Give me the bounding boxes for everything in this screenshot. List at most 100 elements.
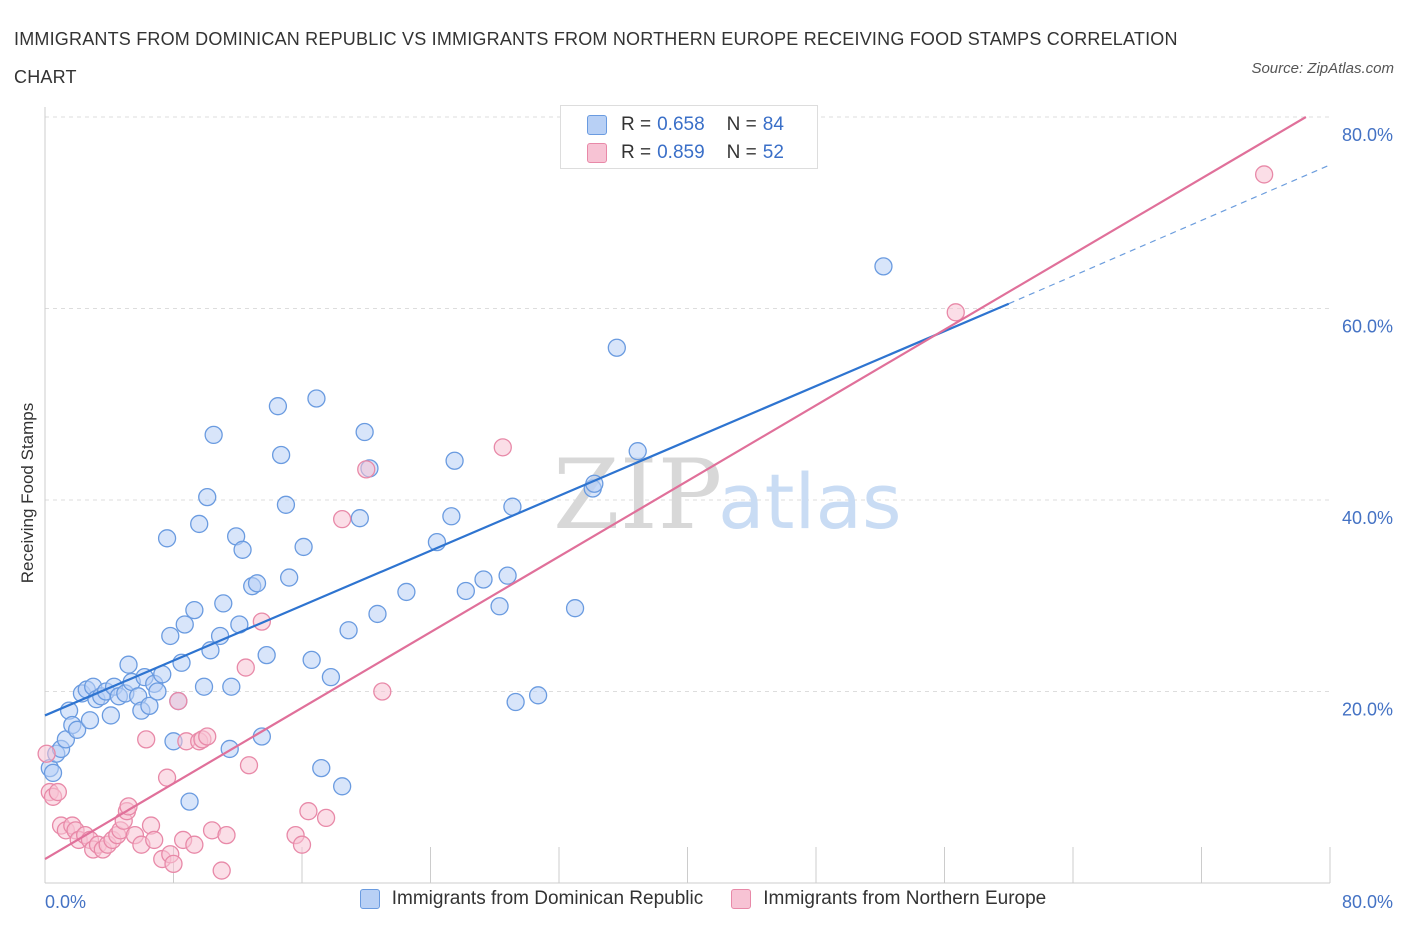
pts-blue-point-67: [397, 582, 416, 602]
legend-r-value: 0.859: [657, 142, 705, 163]
pts-blue-point-10: [80, 711, 100, 730]
pts-blue-point-71: [456, 581, 475, 601]
pts-blue-point-70: [445, 451, 464, 470]
series-legend: Immigrants from Dominican Republic Immig…: [0, 888, 1406, 910]
pts-blue-point-28: [157, 529, 177, 548]
pts-pink-point-48: [357, 460, 376, 479]
pts-pink-point-0: [37, 744, 56, 763]
y-tick-label-3: 80.0%: [1342, 125, 1393, 145]
y-tick-label-1: 40.0%: [1342, 508, 1393, 528]
grid-lines: [45, 116, 1330, 692]
x-tick-label-min: 0.0%: [45, 892, 86, 912]
pts-pink-point-33: [185, 835, 204, 854]
pts-blue-point-76: [506, 692, 525, 712]
legend-n-label: N =: [726, 142, 757, 163]
pts-blue-point-83: [874, 257, 893, 276]
pts-blue-point-52: [268, 397, 288, 416]
pts-blue-point-56: [294, 537, 313, 557]
pts-pink-point-39: [217, 825, 236, 845]
pts-blue-point-19: [119, 655, 138, 674]
legend-n-value: 84: [762, 114, 784, 135]
regression-line-dominican: [44, 302, 1010, 717]
pts-blue-point-7: [67, 720, 87, 739]
legend-row-dominican: R = 0.658 N = 84: [587, 114, 784, 136]
pts-pink-point-25: [145, 830, 164, 850]
legend-swatch-pink: [587, 143, 607, 163]
pts-blue-point-61: [333, 777, 352, 796]
pts-blue-point-47: [233, 540, 252, 559]
pts-pink-point-29: [164, 854, 183, 873]
legend-item-dominican: Immigrants from Dominican Republic: [359, 888, 704, 910]
pts-pink-point-40: [236, 658, 255, 677]
legend-item-northern-europe: Immigrants from Northern Europe: [731, 888, 1046, 910]
pts-pink-point-36: [198, 727, 217, 746]
watermark: ZIP atlas: [553, 439, 902, 551]
legend-n-value: 52: [762, 142, 784, 163]
pts-pink-point-49: [373, 682, 392, 701]
legend-r-value: 0.658: [657, 114, 705, 135]
pts-blue-point-78: [565, 599, 585, 618]
y-tick-label-2: 60.0%: [1342, 317, 1393, 337]
pts-blue-point-60: [321, 667, 341, 687]
pts-blue-point-72: [474, 570, 493, 589]
regression-line-northern-europe: [44, 116, 1307, 861]
regression-lines: [44, 116, 1331, 861]
legend-n-label: N =: [726, 114, 757, 135]
pts-blue-point-63: [350, 509, 369, 528]
tick-labels: 20.0% 40.0% 60.0% 80.0% 0.0% 80.0%: [45, 125, 1393, 912]
legend-label-dominican: Immigrants from Dominican Republic: [391, 888, 704, 909]
pts-blue-point-40: [204, 425, 223, 445]
pts-pink-point-50: [493, 438, 512, 457]
legend-label-northern-europe: Immigrants from Northern Europe: [763, 888, 1047, 909]
series-northern-europe: [37, 165, 1274, 880]
pts-blue-point-64: [355, 422, 374, 442]
pts-pink-point-51: [946, 303, 965, 322]
legend-r-label: R =: [621, 114, 652, 135]
source-label: Source: ZipAtlas.com: [1251, 60, 1394, 77]
legend-swatch-blue: [587, 115, 607, 135]
pts-blue-point-53: [271, 445, 291, 465]
pts-pink-point-42: [252, 612, 271, 631]
pts-blue-point-35: [185, 600, 204, 620]
pts-blue-point-38: [198, 487, 217, 507]
pts-pink-point-41: [239, 756, 259, 775]
pts-blue-point-51: [257, 645, 276, 665]
chart-title: IMMIGRANTS FROM DOMINICAN REPUBLIC VS IM…: [14, 29, 1178, 87]
pts-pink-point-3: [48, 782, 67, 802]
pts-blue-point-26: [148, 682, 167, 701]
pts-blue-point-57: [302, 650, 321, 670]
pts-blue-point-81: [607, 338, 626, 357]
pts-blue-point-69: [442, 507, 461, 526]
pts-blue-point-1: [43, 763, 63, 783]
pts-blue-point-37: [194, 677, 214, 696]
pts-blue-point-74: [498, 566, 517, 585]
pts-blue-point-62: [339, 621, 358, 640]
pts-blue-point-44: [222, 677, 241, 696]
pts-blue-point-55: [279, 568, 299, 587]
pts-pink-point-20: [119, 797, 138, 816]
pts-blue-point-36: [190, 514, 209, 534]
pts-blue-point-58: [307, 389, 326, 408]
pts-blue-point-29: [161, 626, 180, 646]
pts-blue-point-59: [312, 758, 331, 778]
legend-r-label: R =: [621, 142, 652, 163]
pts-blue-point-49: [247, 574, 267, 593]
pts-pink-point-45: [299, 802, 318, 821]
regression-extension-dominican: [1008, 164, 1331, 305]
pts-blue-point-77: [528, 686, 548, 705]
pts-pink-point-52: [1254, 165, 1274, 184]
pts-blue-point-24: [140, 696, 159, 716]
pts-blue-point-34: [180, 792, 199, 811]
pts-blue-point-54: [276, 495, 296, 514]
pts-pink-point-47: [333, 510, 352, 529]
pts-blue-point-15: [101, 706, 121, 725]
legend-row-northern-europe: R = 0.859 N = 52: [587, 142, 784, 164]
pts-blue-point-73: [490, 597, 509, 616]
legend-swatch-blue: [359, 889, 380, 909]
pts-blue-point-82: [628, 442, 647, 461]
pts-pink-point-38: [212, 861, 231, 880]
pts-pink-point-46: [316, 808, 336, 828]
pts-pink-point-44: [292, 835, 312, 854]
legend-swatch-pink: [731, 889, 752, 909]
